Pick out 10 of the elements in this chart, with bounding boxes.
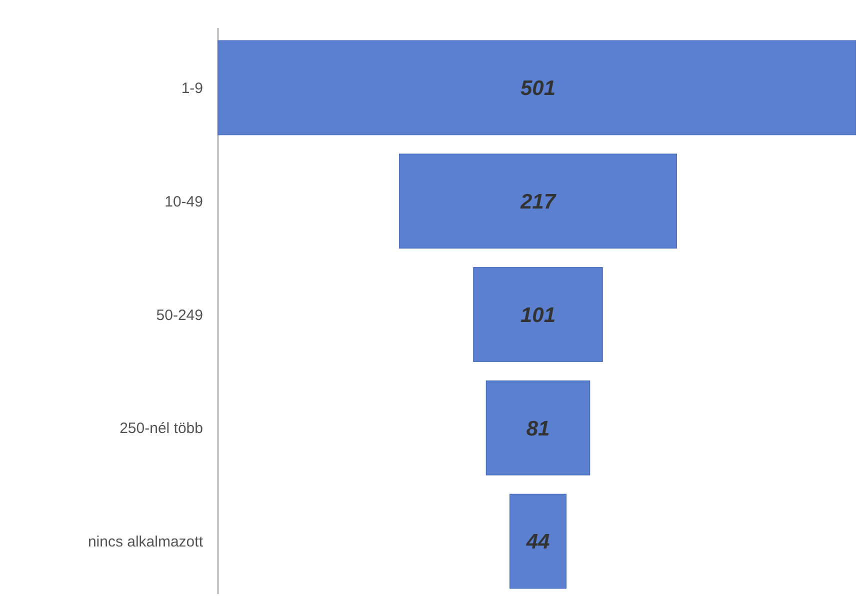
data-label: 101	[520, 304, 556, 327]
data-label: 217	[519, 190, 557, 214]
data-label: 81	[526, 417, 550, 440]
category-label: 10-49	[164, 193, 203, 210]
category-label: nincs alkalmazott	[88, 534, 204, 551]
category-label: 1-9	[181, 80, 203, 97]
category-label: 250-nél több	[120, 420, 203, 438]
category-label: 50-249	[156, 306, 203, 324]
data-label: 44	[525, 530, 550, 554]
data-label: 501	[520, 77, 556, 100]
